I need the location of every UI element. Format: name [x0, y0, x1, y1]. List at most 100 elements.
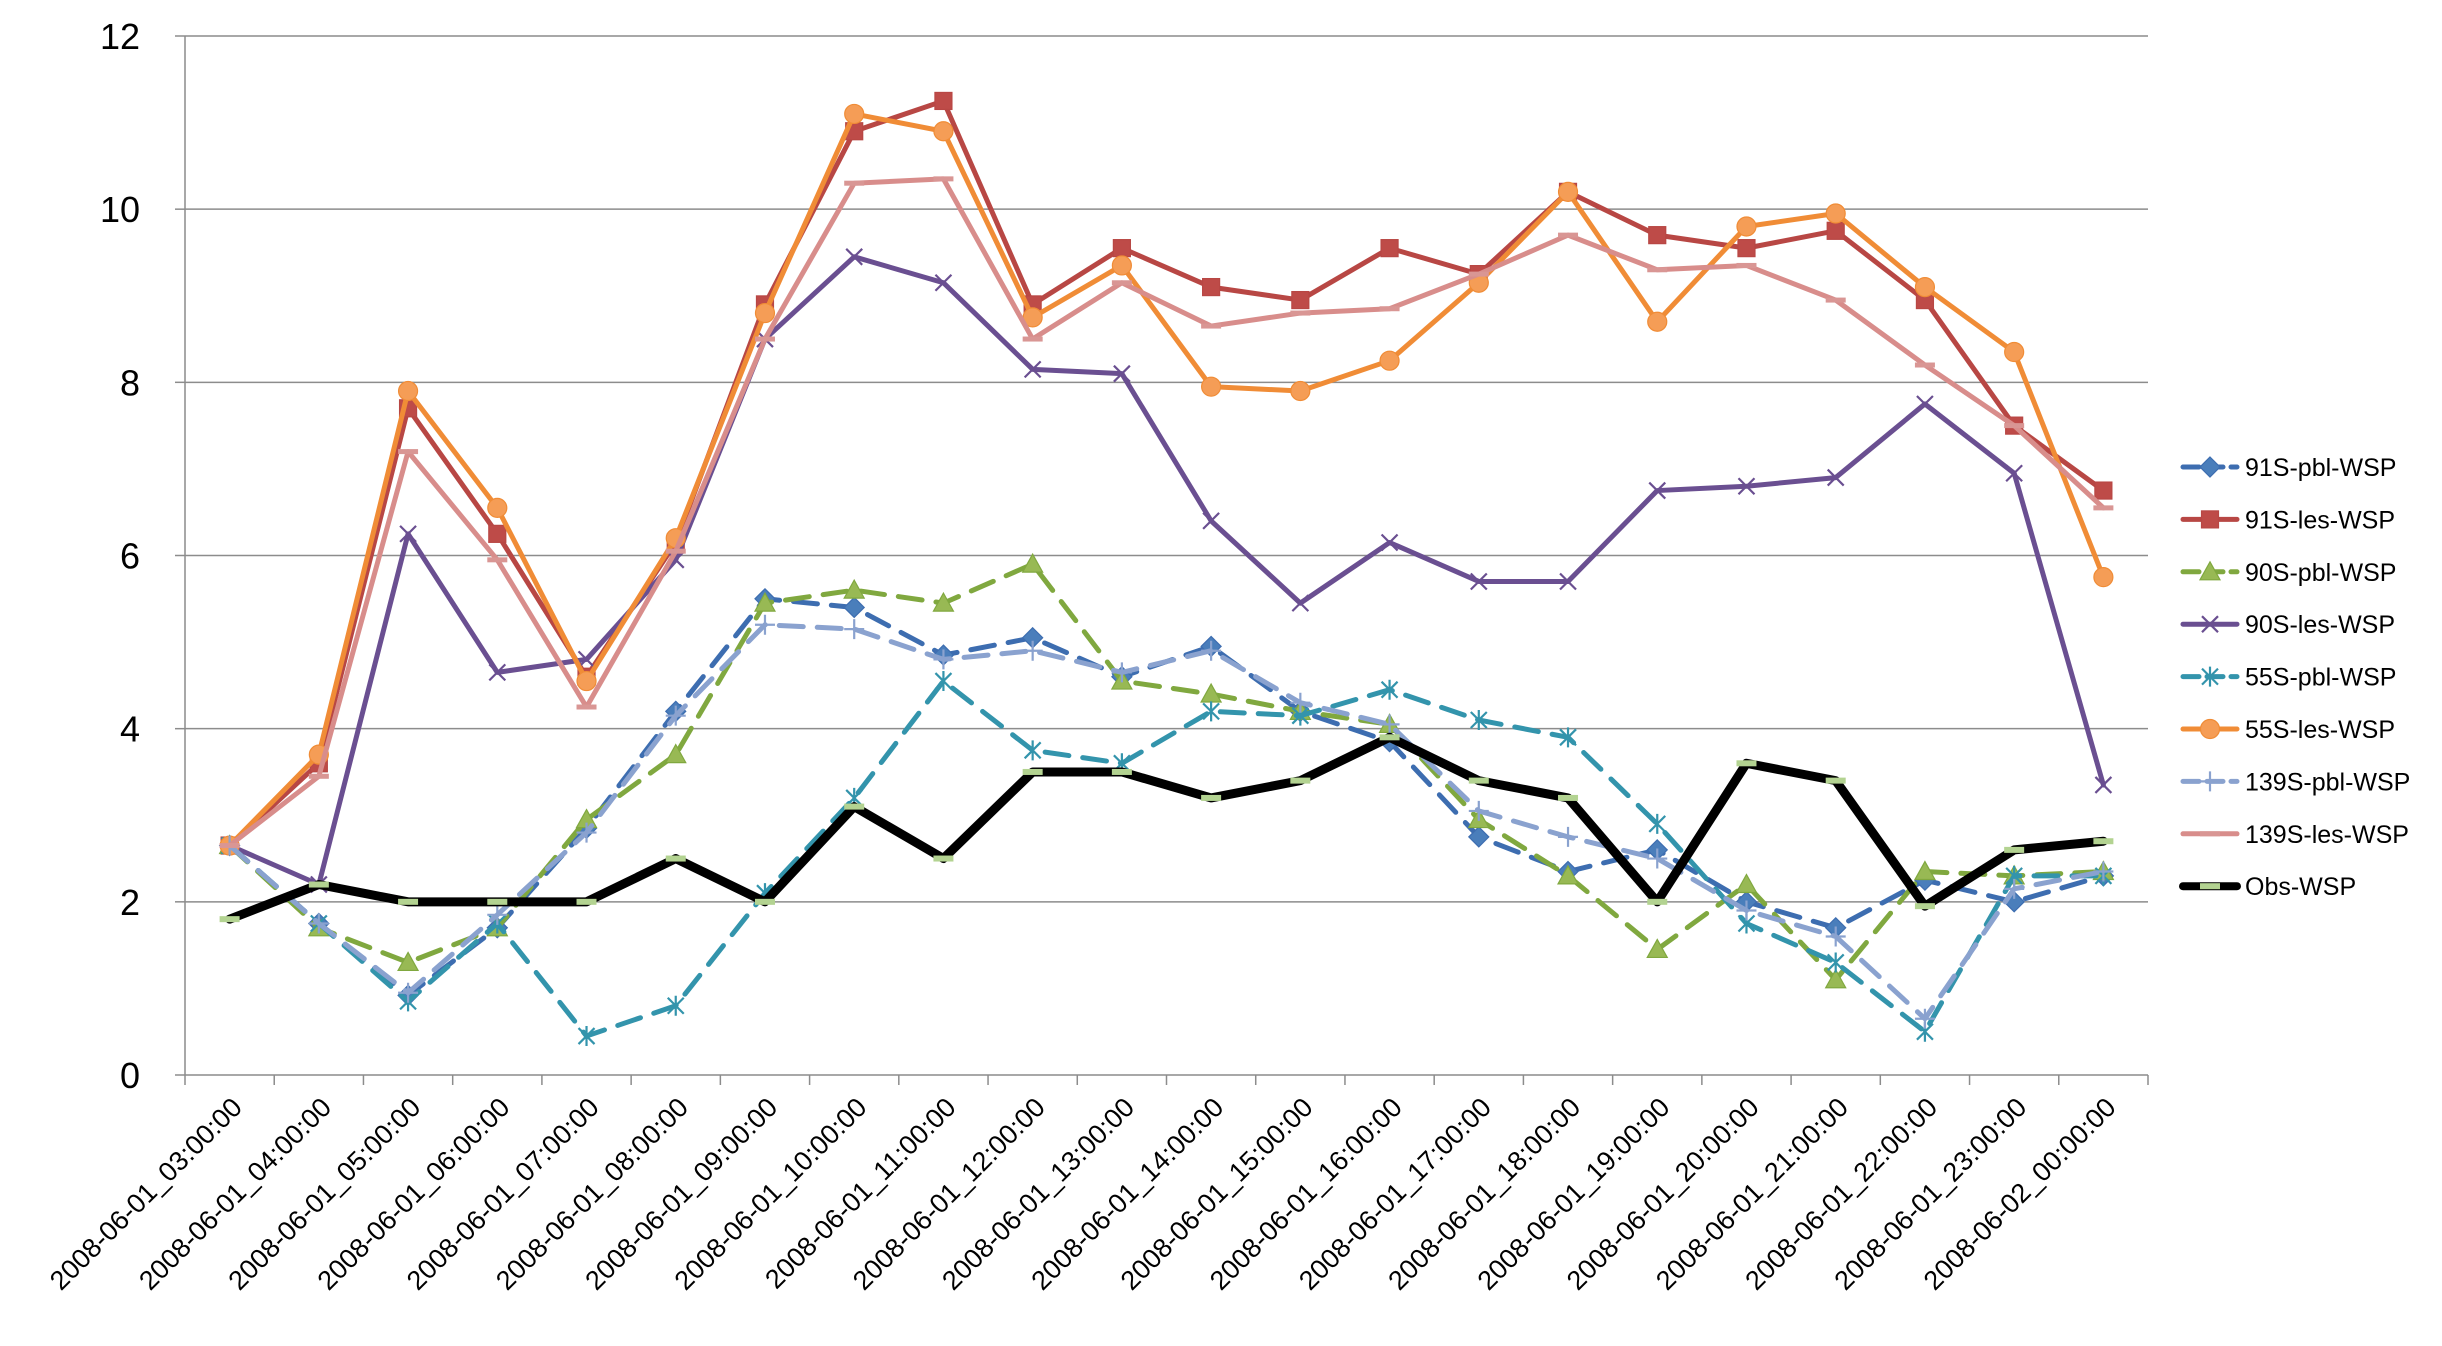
series-139S-pbl-WSP: [219, 614, 2114, 1029]
legend-marker: [2201, 615, 2219, 633]
data-point: [1736, 900, 1757, 921]
data-point: [1558, 794, 1579, 801]
y-tick-label: 8: [120, 362, 140, 403]
data-point: [219, 916, 240, 923]
legend-label: 139S-les-WSP: [2245, 821, 2409, 849]
data-point: [1914, 903, 1935, 910]
legend-entry-139S-pbl-WSP: 139S-pbl-WSP: [2180, 768, 2410, 796]
data-point: [843, 596, 866, 619]
series-line-90S-les-WSP: [227, 254, 2106, 888]
data-point: [1379, 350, 1400, 371]
data-point: [397, 380, 419, 402]
legend-marker: [2200, 831, 2220, 837]
data-point: [1379, 714, 1400, 735]
data-point: [1023, 740, 1042, 761]
data-point: [308, 881, 329, 888]
data-point: [1202, 701, 1220, 722]
data-point: [2004, 846, 2025, 853]
data-point: [1111, 768, 1132, 775]
data-point: [665, 855, 686, 862]
data-point: [1557, 864, 1580, 885]
series-line-55S-les-WSP: [227, 111, 2106, 849]
series-line-91S-les-WSP: [227, 98, 2106, 849]
data-point: [844, 103, 865, 125]
data-point: [1559, 727, 1577, 748]
data-point: [665, 705, 686, 726]
series-line-90S-pbl-WSP: [227, 561, 2106, 983]
data-point: [934, 671, 953, 692]
data-point: [1470, 572, 1488, 591]
data-point: [1736, 262, 1757, 268]
legend-label: 90S-pbl-WSP: [2245, 559, 2396, 587]
data-point: [1202, 277, 1221, 297]
data-point: [488, 524, 507, 543]
data-point: [844, 619, 865, 640]
data-point: [845, 248, 863, 266]
legend-label: 139S-pbl-WSP: [2245, 768, 2410, 796]
data-point: [2093, 861, 2114, 882]
data-point: [2005, 464, 2023, 483]
data-point: [577, 650, 596, 669]
data-point: [1111, 662, 1132, 683]
data-point: [1291, 594, 1310, 612]
data-point: [576, 822, 597, 843]
data-point: [1825, 203, 1846, 224]
data-point: [1201, 376, 1222, 397]
data-point: [665, 548, 686, 554]
legend-entry-91S-pbl-WSP: 91S-pbl-WSP: [2180, 454, 2396, 482]
legend-marker: [2200, 771, 2220, 792]
data-point: [398, 449, 419, 455]
legend-entry-55S-pbl-WSP: 55S-pbl-WSP: [2180, 664, 2396, 692]
data-point: [754, 898, 775, 905]
data-point: [754, 336, 775, 342]
data-point: [1468, 271, 1489, 277]
legend-entry-Obs-WSP: Obs-WSP: [2179, 873, 2356, 901]
data-point: [1825, 777, 1846, 784]
data-point: [1557, 181, 1579, 202]
data-point: [753, 591, 776, 612]
data-point: [1647, 848, 1668, 869]
data-point: [1914, 1008, 1935, 1029]
data-point: [1736, 760, 1757, 767]
data-point: [1826, 221, 1845, 240]
legend-entry-90S-pbl-WSP: 90S-pbl-WSP: [2180, 559, 2396, 587]
data-point: [1290, 692, 1311, 713]
data-point: [2094, 776, 2113, 794]
data-point: [1291, 290, 1310, 310]
series-55S-pbl-WSP: [220, 671, 2113, 1047]
data-point: [1022, 640, 1043, 661]
data-point: [1558, 826, 1579, 847]
data-point: [1379, 306, 1400, 312]
data-point: [2093, 567, 2114, 588]
data-point: [487, 904, 508, 925]
data-point: [1914, 276, 1936, 298]
legend-marker: [2200, 510, 2220, 529]
y-tick-label: 10: [100, 189, 140, 230]
data-point: [934, 91, 953, 111]
data-point: [308, 773, 329, 779]
data-point: [1467, 826, 1490, 848]
data-point: [1022, 336, 1043, 342]
data-point: [1646, 938, 1669, 959]
data-point: [398, 898, 419, 905]
data-point: [1647, 898, 1668, 905]
data-point: [1647, 267, 1668, 273]
legend-entry-90S-les-WSP: 90S-les-WSP: [2180, 611, 2395, 639]
legend-label: 91S-pbl-WSP: [2245, 454, 2396, 482]
series-line-139S-pbl-WSP: [227, 622, 2106, 1022]
legend-label: Obs-WSP: [2245, 873, 2356, 901]
data-point: [934, 273, 953, 292]
data-point: [666, 995, 685, 1016]
data-point: [754, 614, 775, 635]
data-point: [1111, 280, 1132, 286]
data-point: [1914, 362, 1935, 368]
data-point: [1647, 311, 1668, 332]
y-tick-label: 4: [120, 709, 140, 750]
legend-marker: [2198, 560, 2222, 581]
y-tick-label: 6: [120, 536, 140, 577]
data-point: [1916, 395, 1934, 413]
legend-marker: [2200, 883, 2220, 890]
data-point: [1111, 255, 1132, 276]
